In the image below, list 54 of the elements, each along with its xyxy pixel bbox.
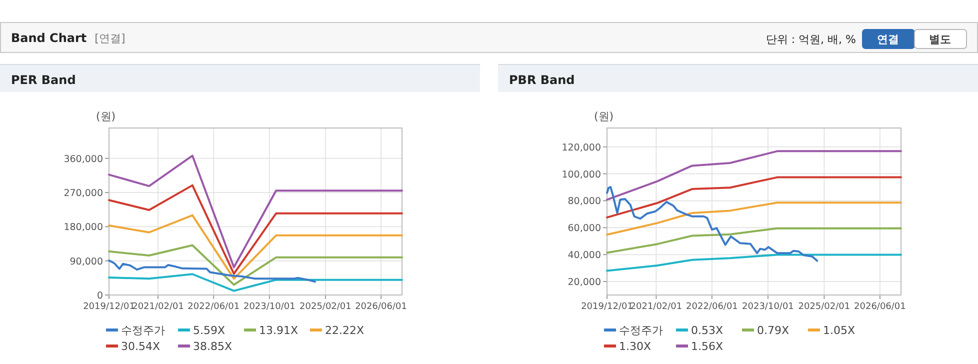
legend-label: 30.54X: [121, 340, 160, 353]
line-series: [606, 202, 902, 236]
line-series: [606, 227, 902, 254]
y-tick-label: 20,000: [568, 277, 601, 288]
x-tick-label: 2019/12/01: [581, 302, 633, 312]
y-tick-label: 0: [96, 290, 103, 302]
x-tick-label: 2025/02/01: [798, 302, 850, 312]
legend-label: 22.22X: [325, 324, 364, 337]
x-tick-label: 2026/06/01: [854, 302, 906, 312]
text: Band Chart: [11, 31, 87, 45]
chart-title: PER Band: [11, 73, 76, 87]
x-tick-label: 2022/06/01: [686, 302, 738, 312]
line-series: [606, 176, 902, 218]
y-tick-label: 270,000: [64, 188, 103, 200]
text: 단위 : 억원, 배, %: [766, 33, 856, 46]
line-series: [606, 150, 902, 201]
x-tick-label: 2023/10/01: [243, 302, 296, 312]
y-tick-label: 90,000: [70, 256, 103, 268]
y-tick-label: 100,000: [562, 169, 601, 180]
y-axis-title: (원): [96, 110, 116, 123]
legend-label: 1.05X: [823, 324, 856, 337]
x-tick-label: 2023/10/01: [742, 302, 794, 312]
legend-label: 수정주가: [121, 324, 165, 337]
line-series: [108, 154, 403, 268]
legend-label: 38.85X: [193, 340, 232, 353]
legend-label: 1.56X: [691, 340, 724, 353]
legend-label: 수정주가: [619, 324, 663, 337]
y-tick-label: 120,000: [562, 142, 601, 154]
text: 별도: [929, 33, 951, 46]
y-axis-title: (원): [594, 110, 614, 123]
line-series: [606, 186, 818, 262]
legend-label: 5.59X: [193, 324, 226, 337]
legend-label: 1.30X: [619, 340, 652, 353]
chart-title: PBR Band: [509, 73, 575, 87]
x-tick-label: 2025/02/01: [300, 302, 352, 312]
y-tick-label: 80,000: [568, 196, 601, 208]
y-tick-label: 360,000: [64, 154, 103, 165]
line-series: [108, 214, 403, 280]
x-tick-label: 2026/06/01: [355, 302, 407, 312]
text: 연결: [877, 33, 899, 46]
legend-label: 13.91X: [259, 324, 298, 337]
line-series: [606, 254, 902, 272]
line-series: [108, 273, 403, 292]
y-tick-label: 40,000: [568, 250, 601, 262]
line-series: [108, 259, 316, 283]
legend-label: 0.53X: [691, 324, 724, 337]
legend-label: 0.79X: [757, 324, 790, 337]
y-tick-label: 60,000: [568, 223, 601, 234]
text: [연결]: [94, 32, 126, 45]
x-tick-label: 2022/06/01: [188, 302, 240, 312]
x-tick-label: 2021/02/01: [630, 302, 682, 312]
y-tick-label: 180,000: [64, 222, 103, 234]
line-series: [108, 244, 403, 286]
line-series: [108, 184, 403, 275]
